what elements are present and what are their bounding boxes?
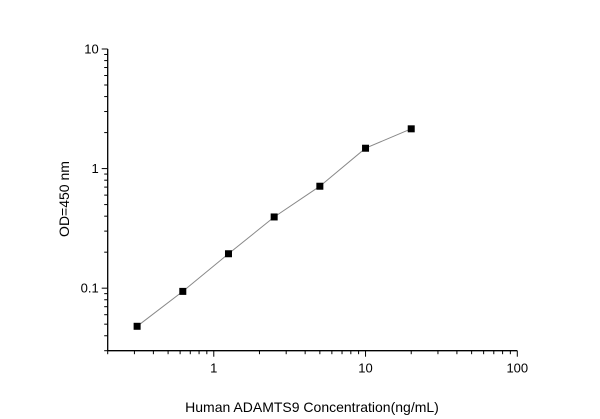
data-point — [316, 182, 324, 190]
x-tick-label: 100 — [506, 361, 528, 376]
x-tick-label: 1 — [210, 361, 217, 376]
data-point — [362, 144, 370, 152]
data-point — [224, 250, 232, 258]
y-tick-label: 0.1 — [81, 281, 99, 296]
y-axis-label: OD=450 nm — [56, 161, 72, 237]
y-tick-label: 1 — [91, 161, 98, 176]
y-tick-label: 10 — [84, 42, 98, 57]
data-point — [270, 213, 278, 221]
x-tick-label: 10 — [358, 361, 372, 376]
data-point — [133, 322, 141, 330]
axes — [101, 48, 518, 357]
data-point — [407, 125, 415, 133]
x-axis-label: Human ADAMTS9 Concentration(ng/mL) — [185, 399, 439, 415]
data-point — [179, 287, 187, 295]
series-line — [136, 128, 412, 327]
